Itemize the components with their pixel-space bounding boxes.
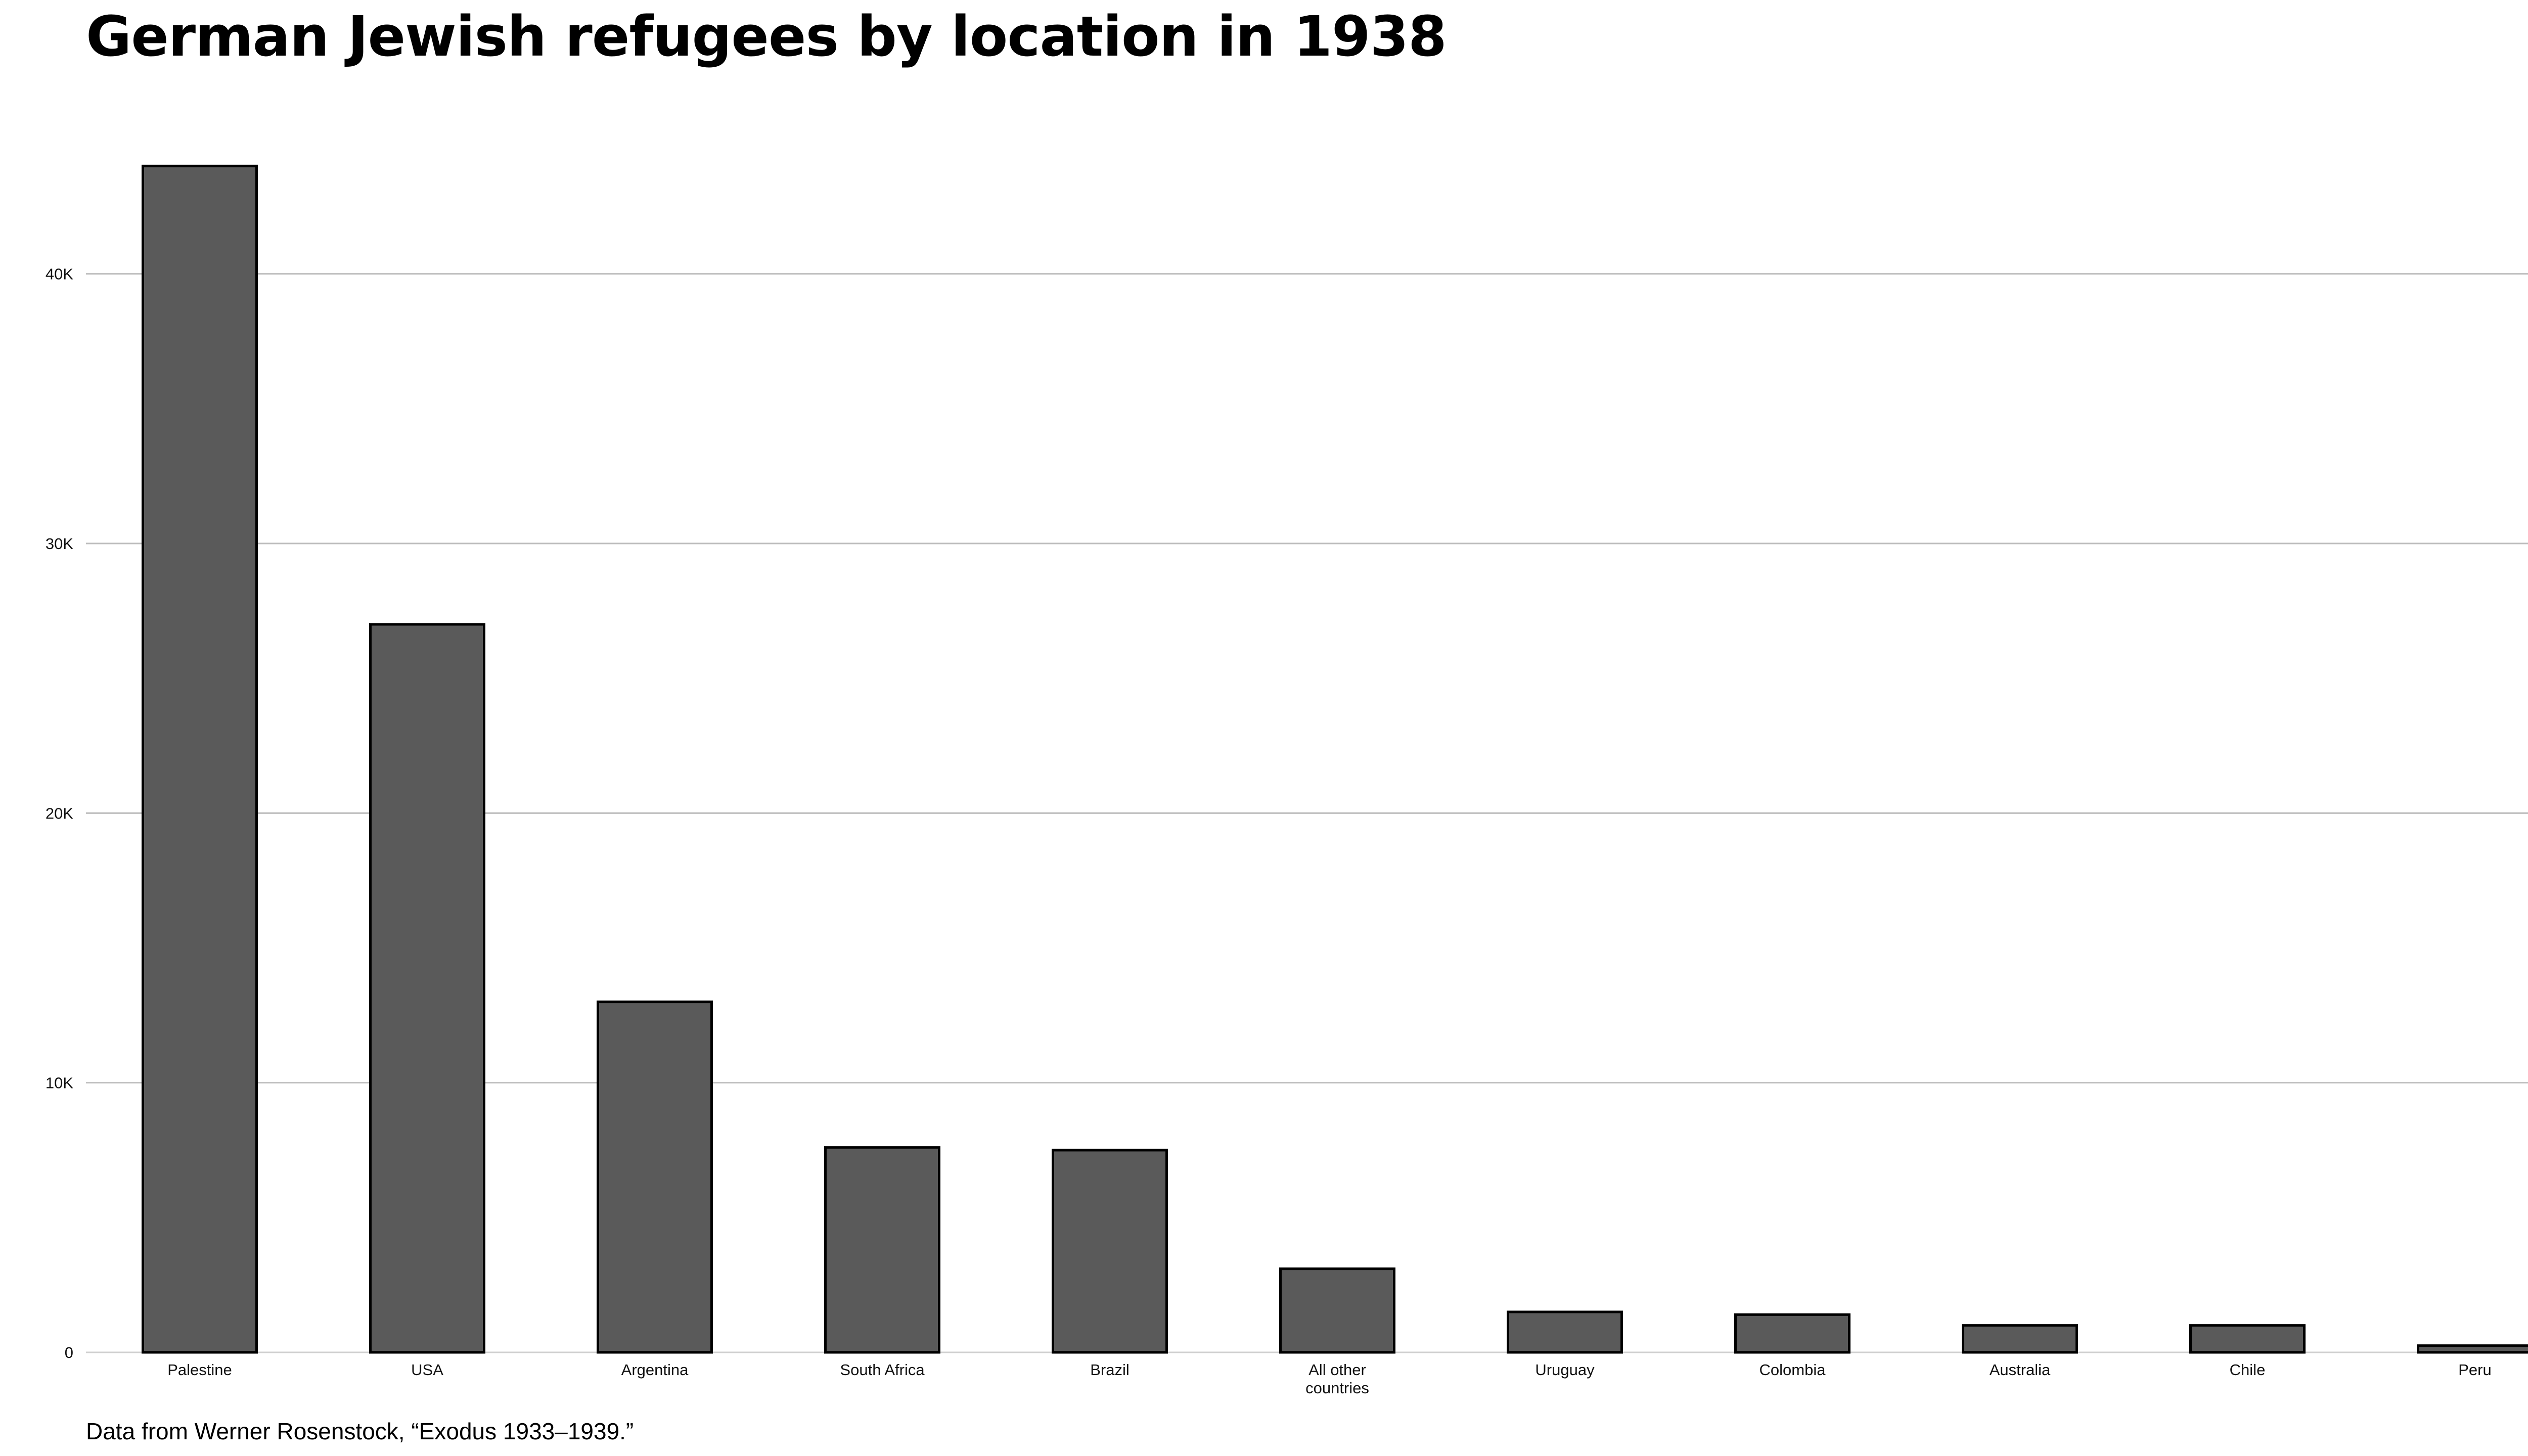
bars (142, 164, 2528, 1354)
chart-title: German Jewish refugees by location in 19… (86, 4, 1447, 69)
bar (369, 623, 485, 1354)
x-tick-label: Argentina (621, 1361, 689, 1379)
bar (1052, 1149, 1168, 1354)
x-tick-label: USA (411, 1361, 443, 1379)
y-tick-label: 0 (65, 1344, 73, 1361)
y-tick-label: 30K (46, 535, 73, 553)
bar (597, 1000, 713, 1354)
source-note: Data from Werner Rosenstock, “Exodus 193… (86, 1418, 634, 1444)
y-tick-label: 40K (46, 265, 73, 283)
bar (2417, 1344, 2528, 1354)
gridlines (86, 273, 2528, 1353)
x-axis-labels: Palestine USA Argentina South Africa Brazil A… (167, 1361, 2492, 1397)
x-tick-label: South Africa (840, 1361, 925, 1379)
y-tick-label: 10K (46, 1074, 73, 1092)
bar (2189, 1324, 2306, 1354)
x-tick-label: Peru (2458, 1361, 2491, 1379)
y-axis-ticks: 0 10K 20K 30K 40K (46, 265, 73, 1361)
x-tick-label: Brazil (1090, 1361, 1130, 1379)
bar (1734, 1313, 1850, 1354)
bar (1279, 1267, 1395, 1354)
bar (1962, 1324, 2078, 1354)
bar (824, 1146, 940, 1354)
x-tick-label: Uruguay (1535, 1361, 1595, 1379)
x-tick-label: Colombia (1759, 1361, 1826, 1379)
bar (142, 164, 258, 1354)
x-tick-label: Palestine (167, 1361, 232, 1379)
x-tick-label: All other countries (1305, 1361, 1369, 1397)
x-tick-label: Australia (1990, 1361, 2051, 1379)
y-tick-label: 20K (46, 804, 73, 822)
bar (1507, 1310, 1623, 1354)
x-tick-label: Chile (2230, 1361, 2266, 1379)
